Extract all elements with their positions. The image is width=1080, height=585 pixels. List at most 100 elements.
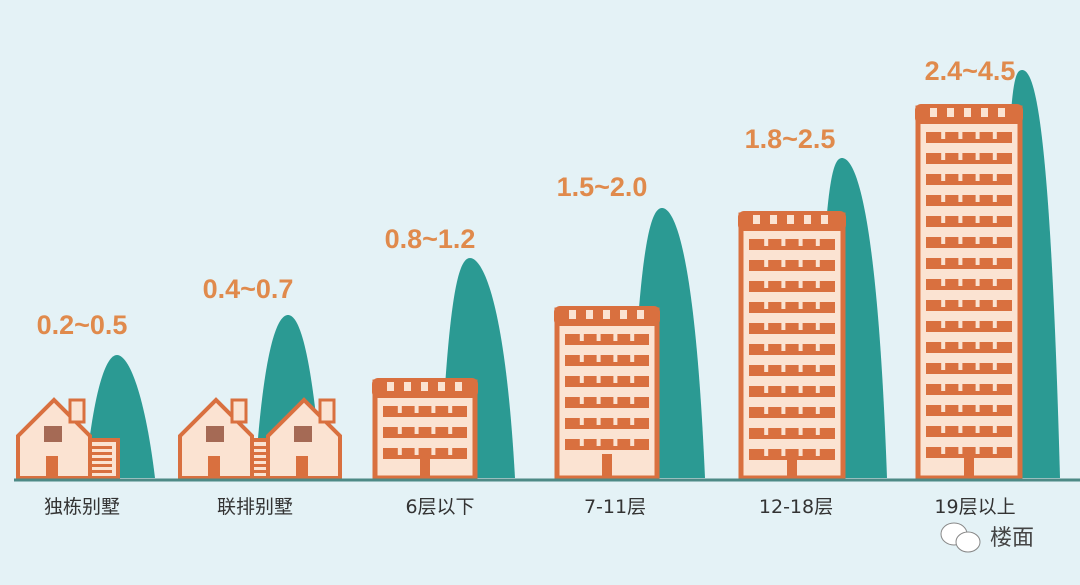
tower-window-row-3 [926, 363, 1012, 374]
tower-window-divider-0 [414, 448, 419, 455]
tower-window-divider-2 [798, 428, 803, 435]
tower-window-divider-3 [975, 258, 980, 265]
tower-window-divider-1 [630, 418, 635, 425]
tower-roof-window-3 [964, 108, 971, 117]
tower-window-divider-0 [448, 448, 453, 455]
tower-window-divider-2 [781, 449, 786, 456]
tower-window-divider-2 [815, 323, 820, 330]
garage-0-slat [76, 470, 112, 473]
tower-window-divider-3 [958, 405, 963, 412]
house-0-door [46, 456, 58, 478]
tower-window-divider-3 [941, 342, 946, 349]
tower-window-divider-1 [579, 439, 584, 446]
tower-window-divider-0 [414, 427, 419, 434]
tower-window-divider-1 [630, 334, 635, 341]
tower-window-divider-3 [975, 426, 980, 433]
tower-roof-window-2 [821, 215, 828, 224]
tower-window-divider-0 [397, 427, 402, 434]
tower-window-divider-2 [798, 323, 803, 330]
house-1b-chimney [318, 398, 336, 424]
tower-window-divider-3 [958, 174, 963, 181]
tower-window-divider-3 [958, 279, 963, 286]
tower-window-divider-0 [414, 406, 419, 413]
tower-roof-window-2 [753, 215, 760, 224]
tower-window-row-2 [749, 407, 835, 418]
tower-window-divider-3 [975, 342, 980, 349]
tower-window-divider-3 [992, 447, 997, 454]
tower-window-divider-3 [941, 321, 946, 328]
tower-window-divider-3 [941, 300, 946, 307]
tower-door-3 [964, 454, 974, 478]
tower-window-divider-2 [781, 428, 786, 435]
tower-window-divider-3 [992, 279, 997, 286]
tower-roof-window-2 [787, 215, 794, 224]
category-label-0: 独栋别墅 [43, 496, 121, 518]
tower-roof-window-3 [947, 108, 954, 117]
tower-window-divider-3 [941, 405, 946, 412]
tower-window-divider-3 [992, 342, 997, 349]
tower-window-divider-2 [781, 323, 786, 330]
tower-window-divider-3 [975, 384, 980, 391]
tower-window-row-1 [565, 334, 649, 345]
tower-window-divider-1 [596, 376, 601, 383]
tower-window-divider-3 [958, 342, 963, 349]
tower-window-row-3 [926, 447, 1012, 458]
tower-window-divider-3 [958, 321, 963, 328]
tower-window-divider-2 [798, 281, 803, 288]
tower-window-row-2 [749, 239, 835, 250]
garage-0-slat [76, 452, 112, 455]
tower-window-divider-1 [579, 334, 584, 341]
tower-window-row-0 [383, 448, 467, 459]
tower-window-divider-3 [958, 132, 963, 139]
tower-window-divider-3 [941, 363, 946, 370]
tower-window-divider-2 [781, 365, 786, 372]
tower-window-divider-3 [975, 153, 980, 160]
tower-window-divider-3 [975, 447, 980, 454]
tower-window-divider-0 [431, 448, 436, 455]
tower-window-divider-1 [613, 397, 618, 404]
tower-window-divider-2 [815, 281, 820, 288]
tower-window-divider-3 [992, 258, 997, 265]
tower-window-row-3 [926, 132, 1012, 143]
house-1b-door [296, 456, 308, 478]
tower-window-divider-2 [781, 239, 786, 246]
tower-window-divider-2 [764, 323, 769, 330]
tower-window-divider-1 [596, 418, 601, 425]
tower-roof-window-3 [981, 108, 988, 117]
category-label-2: 6层以下 [405, 496, 475, 518]
tower-window-divider-2 [781, 260, 786, 267]
tower-roof-window-0 [455, 382, 462, 391]
tower-window-divider-2 [798, 239, 803, 246]
tower-window-divider-1 [579, 397, 584, 404]
tower-window-divider-3 [941, 153, 946, 160]
tower-window-divider-3 [941, 279, 946, 286]
tower-window-divider-3 [958, 426, 963, 433]
tower-window-row-3 [926, 321, 1012, 332]
tower-roof-window-1 [569, 310, 576, 319]
tower-window-divider-2 [764, 428, 769, 435]
tower-window-divider-0 [431, 427, 436, 434]
tower-window-row-2 [749, 302, 835, 313]
tower-window-divider-3 [941, 384, 946, 391]
tower-window-divider-3 [958, 258, 963, 265]
tower-window-divider-3 [941, 258, 946, 265]
tower-window-divider-0 [397, 406, 402, 413]
tower-window-divider-1 [579, 376, 584, 383]
tower-window-divider-2 [764, 386, 769, 393]
tower-window-divider-2 [815, 239, 820, 246]
tower-window-divider-3 [975, 195, 980, 202]
tower-window-divider-3 [958, 216, 963, 223]
tower-window-divider-2 [798, 386, 803, 393]
tower-window-divider-2 [764, 407, 769, 414]
tower-window-divider-1 [613, 418, 618, 425]
value-label-5: 2.4~4.5 [924, 56, 1016, 86]
tower-window-divider-2 [764, 344, 769, 351]
tower-door-1 [602, 454, 612, 478]
tower-window-divider-3 [941, 237, 946, 244]
tower-window-row-3 [926, 426, 1012, 437]
tower-window-row-0 [383, 427, 467, 438]
value-label-2: 0.8~1.2 [384, 224, 476, 254]
tower-window-divider-2 [764, 281, 769, 288]
tower-window-divider-1 [630, 397, 635, 404]
tower-window-divider-3 [992, 216, 997, 223]
